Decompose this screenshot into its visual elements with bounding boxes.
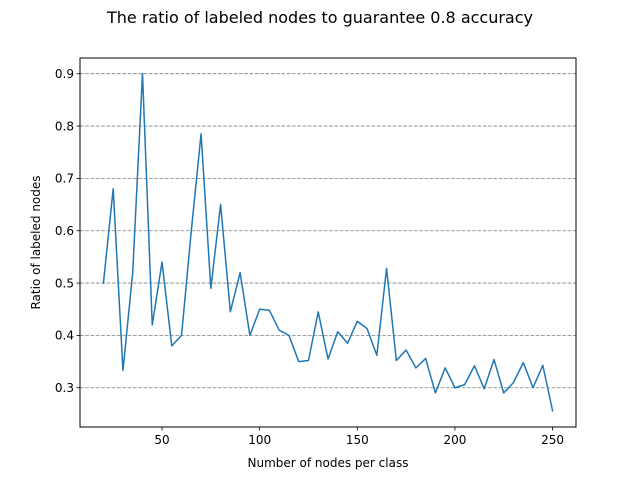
series-group xyxy=(102,72,554,412)
y-axis-label: Ratio of labeled nodes xyxy=(29,175,43,309)
series-line xyxy=(102,72,554,412)
x-axis-label: Number of nodes per class xyxy=(248,456,409,470)
x-tick-label: 100 xyxy=(248,433,271,447)
y-axis: 0.3 0.4 0.5 0.6 0.7 0.8 0.9 xyxy=(55,67,80,395)
x-tick-label: 200 xyxy=(443,433,466,447)
y-tick-label: 0.9 xyxy=(55,67,74,81)
y-tick-label: 0.6 xyxy=(55,224,74,238)
chart-title: The ratio of labeled nodes to guarantee … xyxy=(106,8,533,27)
y-tick-label: 0.3 xyxy=(55,381,74,395)
x-tick-label: 150 xyxy=(346,433,369,447)
x-tick-label: 50 xyxy=(154,433,169,447)
y-tick-label: 0.5 xyxy=(55,276,74,290)
gridlines xyxy=(80,73,576,389)
y-tick-label: 0.4 xyxy=(55,329,74,343)
x-axis: 50 100 150 200 250 xyxy=(154,427,564,447)
y-tick-label: 0.8 xyxy=(55,119,74,133)
x-tick-label: 250 xyxy=(541,433,564,447)
y-tick-label: 0.7 xyxy=(55,172,74,186)
plot-frame xyxy=(79,57,577,428)
